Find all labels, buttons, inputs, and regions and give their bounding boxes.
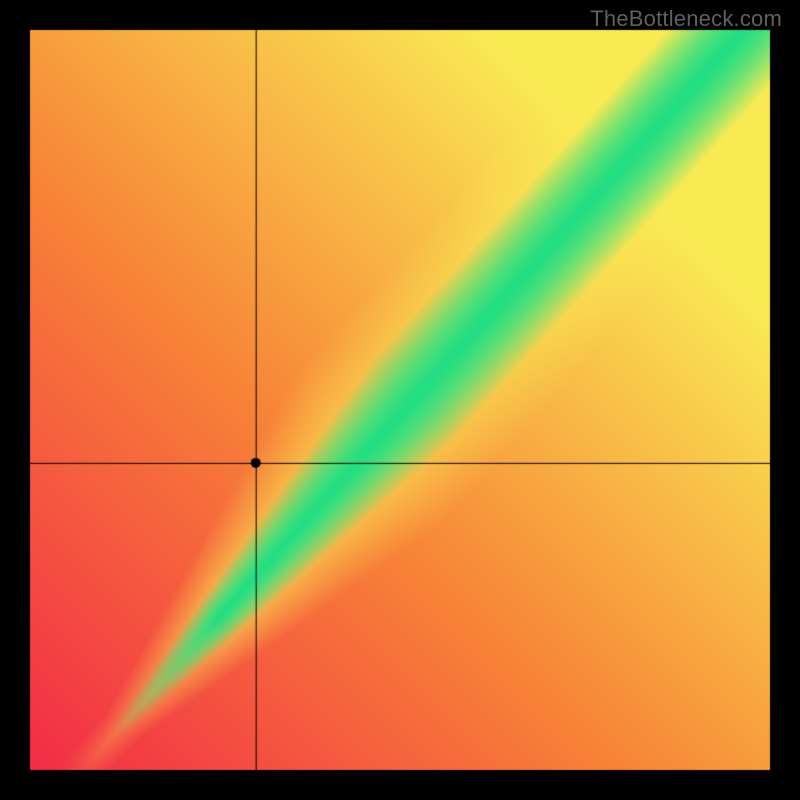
watermark-text: TheBottleneck.com	[590, 6, 782, 32]
chart-container: TheBottleneck.com	[0, 0, 800, 800]
heatmap-canvas	[0, 0, 800, 800]
